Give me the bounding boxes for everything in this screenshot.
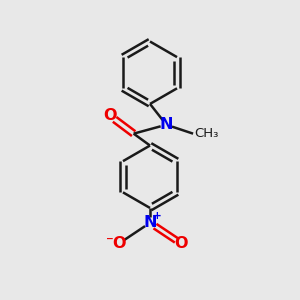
Text: +: +: [153, 211, 162, 221]
Text: ⁻: ⁻: [106, 235, 114, 250]
Text: O: O: [175, 236, 188, 251]
Text: CH₃: CH₃: [195, 127, 219, 140]
Text: O: O: [112, 236, 125, 251]
Text: N: N: [143, 215, 157, 230]
Text: N: N: [160, 117, 173, 132]
Text: O: O: [103, 108, 117, 123]
